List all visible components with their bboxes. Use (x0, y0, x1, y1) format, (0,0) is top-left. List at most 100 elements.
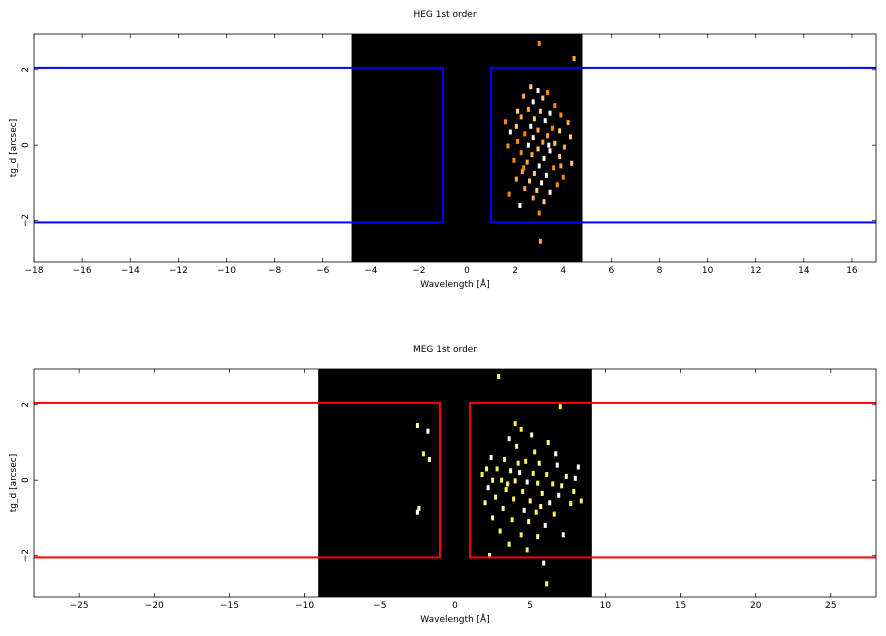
x-tick-label: 0 (452, 601, 458, 611)
event-pixel (543, 522, 547, 528)
event-pixel (562, 144, 566, 150)
event-pixel (519, 426, 523, 432)
event-pixel (427, 456, 431, 462)
event-pixel (501, 505, 505, 511)
x-tick-label: 0 (464, 266, 470, 276)
y-axis-label: tg_d [arcsec] (9, 454, 19, 512)
event-pixel (524, 458, 528, 464)
event-pixel (560, 483, 564, 489)
image-region (351, 34, 583, 262)
event-pixel (546, 133, 550, 139)
event-pixel (536, 146, 540, 152)
event-pixel (558, 128, 562, 134)
event-pixel (537, 40, 541, 46)
x-tick-label: 14 (798, 266, 810, 276)
event-pixel (564, 473, 568, 479)
event-pixel (554, 451, 558, 457)
extraction-regions (34, 66, 876, 224)
event-pixel (497, 374, 501, 380)
event-pixel (525, 479, 529, 485)
event-pixel (522, 93, 526, 99)
image-region (318, 369, 592, 597)
x-tick-label: 8 (657, 266, 663, 276)
event-pixel (519, 532, 523, 538)
event-pixel (537, 460, 541, 466)
event-pixel (526, 106, 530, 112)
event-pixel (531, 195, 535, 201)
event-pixel (528, 178, 532, 184)
event-pixel (532, 170, 536, 176)
event-pixel (518, 470, 522, 476)
event-pixel (538, 238, 542, 244)
event-pixel (491, 477, 495, 483)
event-pixel (572, 55, 576, 61)
extraction-region-2 (469, 401, 876, 559)
event-pixel (421, 451, 425, 457)
event-pixel (483, 500, 487, 506)
event-pixel (523, 186, 527, 192)
event-pixel (495, 466, 499, 472)
event-pixel (538, 108, 542, 114)
plot-frame (33, 33, 877, 263)
event-pixel (506, 143, 510, 149)
event-pixel (542, 199, 546, 205)
event-pixel (541, 95, 545, 101)
event-pixel (519, 114, 523, 120)
event-pixel (550, 125, 554, 131)
x-tick-label: −5 (373, 601, 386, 611)
plot-panel-2: MEG 1st order−25 −20 −15 −10 −5 0 5 10 15 20 25−20… (9, 345, 877, 625)
x-tick-label: −8 (268, 266, 282, 276)
event-pixel (542, 155, 546, 161)
event-pixel (426, 428, 430, 434)
x-tick-label: −16 (73, 266, 92, 276)
event-pixel (513, 478, 517, 484)
event-pixel (543, 118, 547, 124)
event-pixel (551, 481, 555, 487)
event-pixel (510, 517, 514, 523)
event-pixel (548, 500, 552, 506)
event-pixel (540, 490, 544, 496)
event-pixel (568, 134, 572, 140)
event-pixel (536, 480, 540, 486)
event-pixels (415, 374, 583, 587)
event-pixel (507, 191, 511, 197)
x-tick-label: −14 (121, 266, 140, 276)
event-pixel (525, 159, 529, 165)
x-tick-label: −18 (25, 266, 44, 276)
event-pixel (489, 455, 493, 461)
event-pixel (536, 88, 540, 94)
event-pixel (504, 487, 508, 493)
event-pixel (494, 494, 498, 500)
event-pixel (537, 163, 541, 169)
x-tick-label: 10 (702, 266, 714, 276)
event-pixel (516, 108, 520, 114)
x-tick-label: 15 (675, 601, 686, 611)
event-pixel (529, 123, 533, 129)
event-pixel (540, 180, 544, 186)
event-pixel (542, 560, 546, 566)
event-pixel (507, 436, 511, 442)
event-pixel (548, 189, 552, 195)
event-pixel (498, 528, 502, 534)
event-pixel (485, 466, 489, 472)
event-pixel (528, 498, 532, 504)
event-pixel (531, 99, 535, 105)
event-pixel (516, 138, 520, 144)
x-tick-label: −15 (220, 601, 239, 611)
x-axis-label: Wavelength [Å] (420, 613, 489, 625)
y-tick-label: 2 (21, 67, 31, 73)
event-pixel (561, 174, 565, 180)
event-pixel (558, 153, 562, 159)
x-tick-label: −6 (316, 266, 330, 276)
event-pixel (488, 553, 492, 559)
event-pixel (513, 421, 517, 427)
event-pixel (480, 472, 484, 478)
event-pixel (547, 142, 551, 148)
event-pixel (491, 515, 495, 521)
event-pixel (522, 165, 526, 171)
x-tick-label: 10 (600, 601, 612, 611)
event-pixel (576, 464, 580, 470)
event-pixel (417, 505, 421, 511)
event-pixel (559, 112, 563, 118)
event-pixel (552, 511, 556, 517)
